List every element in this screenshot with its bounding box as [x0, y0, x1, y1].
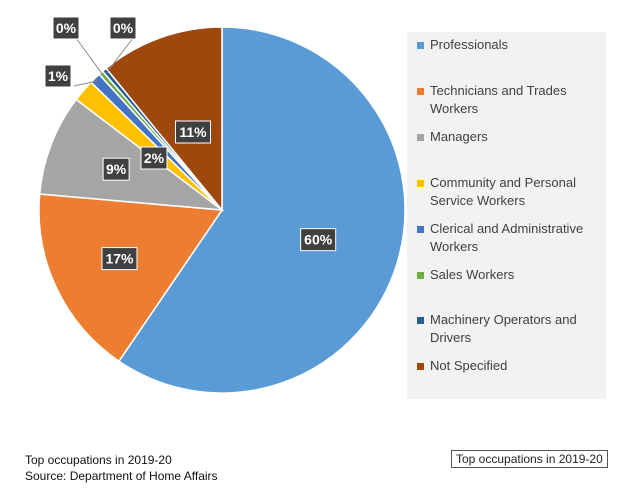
pie-slice-managers	[38, 98, 225, 211]
legend-item-sales-workers: Sales Workers	[417, 266, 602, 284]
legend-label: Clerical and Administrative Workers	[430, 221, 584, 254]
svg-text:11%: 11%	[179, 124, 207, 140]
svg-text:2%: 2%	[144, 150, 165, 166]
legend-label: Not Specified	[430, 358, 508, 373]
svg-text:9%: 9%	[106, 161, 127, 177]
caption-title: Top occupations in 2019-20	[25, 453, 172, 467]
legend-swatch	[417, 180, 424, 187]
pie-slice-technicians-and-trades-workers	[38, 193, 224, 363]
legend-swatch	[417, 363, 424, 370]
data-label-professionals: 60%	[300, 228, 337, 252]
caption-tooltip-box: Top occupations in 2019-20	[451, 450, 608, 468]
data-label-clerical-and-administrative-workers: 1%	[44, 64, 72, 88]
pie-slice-professionals	[117, 26, 406, 394]
legend-item-not-specified: Not Specified	[417, 357, 602, 375]
data-label-machinery-operators-and-drivers: 0%	[109, 16, 137, 40]
svg-text:60%: 60%	[304, 232, 333, 248]
legend-label: Machinery Operators and Drivers	[430, 312, 577, 345]
legend-swatch	[417, 134, 424, 141]
legend-item-machinery-operators-and-drivers: Machinery Operators and Drivers	[417, 311, 602, 347]
legend-label: Managers	[430, 129, 488, 144]
legend-label: Technicians and Trades Workers	[430, 83, 567, 116]
pie-slice-not-specified	[105, 26, 223, 213]
legend-swatch	[417, 226, 424, 233]
pie-chart: 60% 17% 9% 2% 1% 0% 0% 11%	[38, 16, 406, 394]
legend-swatch	[417, 272, 424, 279]
legend-item-clerical-and-administrative-workers: Clerical and Administrative Workers	[417, 220, 602, 256]
leader-line-sales-workers	[75, 37, 104, 76]
legend-swatch	[417, 317, 424, 324]
data-label-sales-workers: 0%	[52, 16, 80, 40]
leader-line-clerical-and-administrative-workers	[73, 80, 98, 87]
legend-item-professionals: Professionals	[417, 36, 602, 54]
pie-chart-figure: 60% 17% 9% 2% 1% 0% 0% 11% Professionals Technic…	[38, 16, 606, 399]
chart-legend: Professionals Technicians and Trades Work…	[407, 32, 606, 399]
data-label-not-specified: 11%	[175, 120, 211, 144]
legend-label: Professionals	[430, 37, 509, 52]
legend-item-community-and-personal-service-workers: Community and Personal Service Workers	[417, 174, 602, 210]
legend-swatch	[417, 88, 424, 95]
figure-caption: Top occupations in 2019-20 Source: Depar…	[25, 452, 218, 484]
data-label-community-and-personal-service-workers: 2%	[140, 146, 168, 170]
leader-line-machinery-operators-and-drivers	[106, 37, 134, 73]
svg-text:17%: 17%	[105, 251, 134, 267]
legend-item-technicians-and-trades-workers: Technicians and Trades Workers	[417, 82, 602, 118]
legend-label: Sales Workers	[430, 267, 515, 282]
legend-swatch	[417, 42, 424, 49]
legend-item-managers: Managers	[417, 128, 602, 146]
svg-text:1%: 1%	[48, 68, 69, 84]
caption-source: Source: Department of Home Affairs	[25, 469, 218, 483]
legend-label: Community and Personal Service Workers	[430, 175, 576, 208]
data-label-technicians-and-trades-workers: 17%	[101, 247, 138, 271]
data-label-managers: 9%	[102, 157, 130, 181]
svg-text:0%: 0%	[56, 20, 77, 36]
svg-text:0%: 0%	[113, 20, 134, 36]
